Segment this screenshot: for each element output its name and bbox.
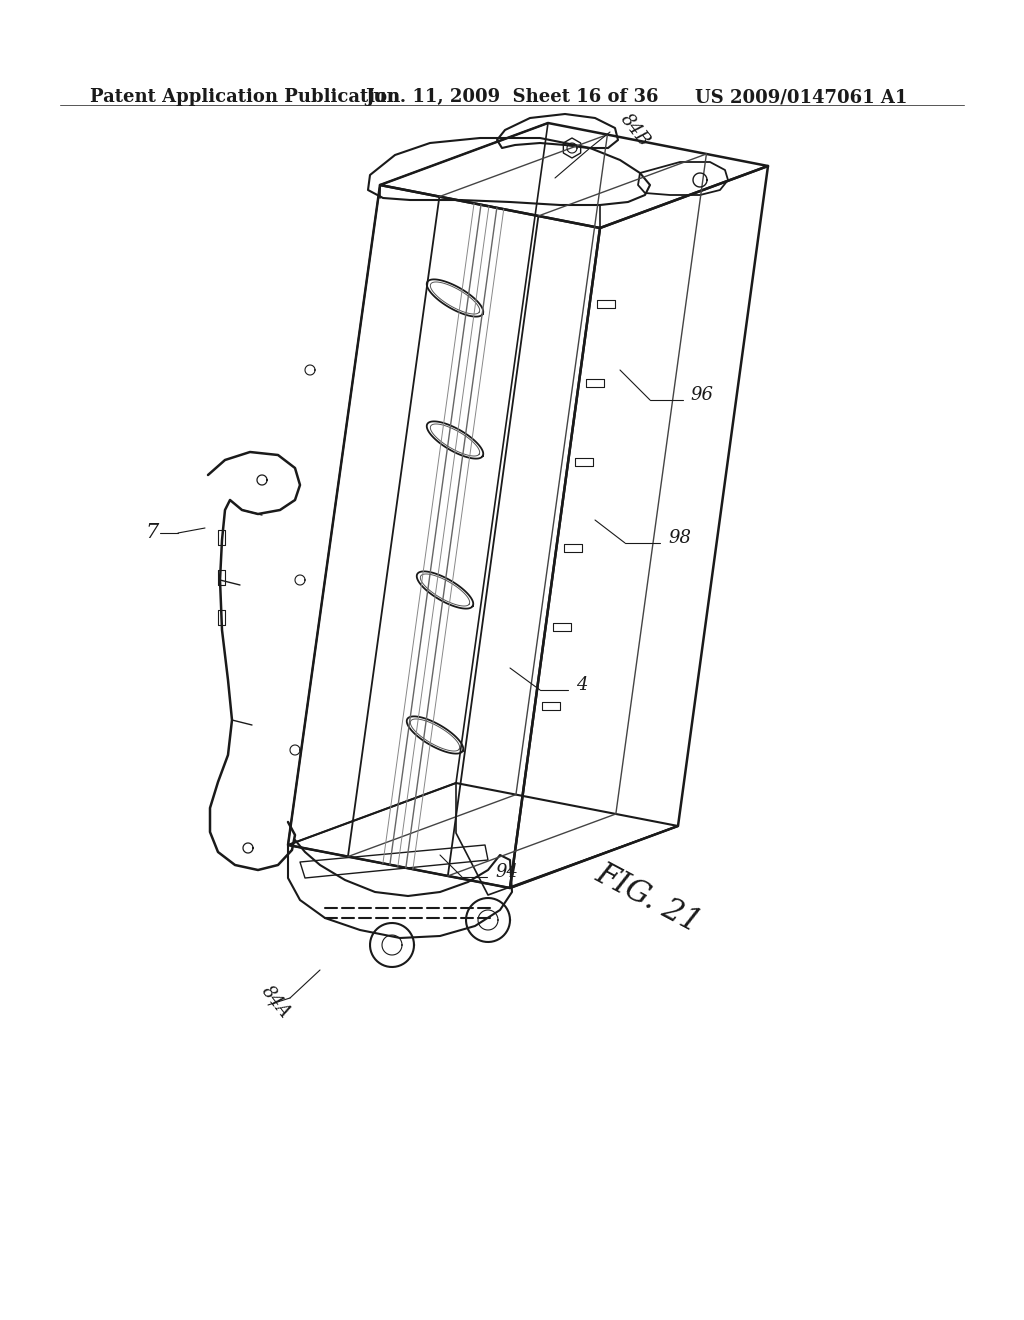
Text: 84A: 84A <box>258 982 294 1022</box>
Text: US 2009/0147061 A1: US 2009/0147061 A1 <box>695 88 907 106</box>
Text: 84B: 84B <box>617 110 653 150</box>
Text: Patent Application Publication: Patent Application Publication <box>90 88 400 106</box>
Text: 4: 4 <box>575 676 588 694</box>
Text: FIG. 21: FIG. 21 <box>590 858 706 939</box>
Text: 94: 94 <box>495 863 518 880</box>
Text: 98: 98 <box>668 529 691 546</box>
Text: Jun. 11, 2009  Sheet 16 of 36: Jun. 11, 2009 Sheet 16 of 36 <box>365 88 658 106</box>
Text: 96: 96 <box>690 385 713 404</box>
Text: 7: 7 <box>145 524 159 543</box>
